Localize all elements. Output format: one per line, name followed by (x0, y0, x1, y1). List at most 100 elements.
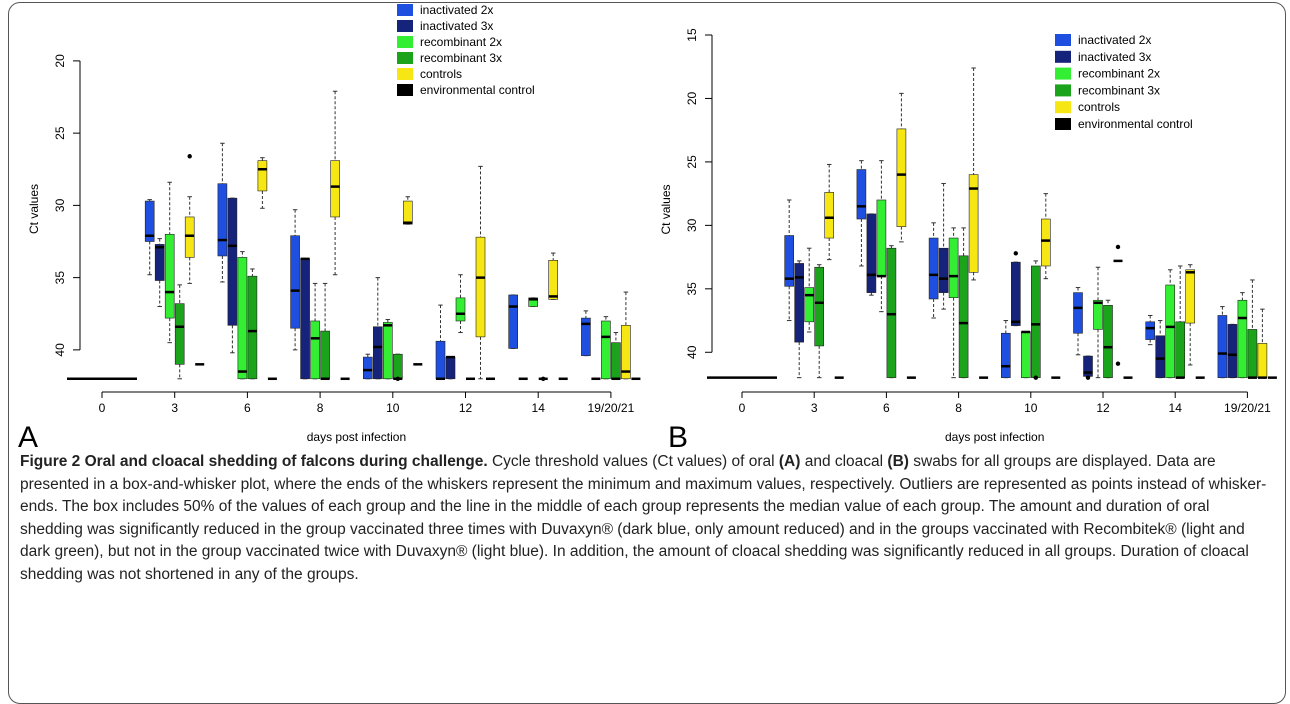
x-tick-label: 8 (317, 401, 324, 415)
box (1247, 329, 1258, 378)
box-group (876, 160, 887, 313)
box-group (1257, 308, 1268, 379)
box-group (392, 353, 403, 381)
outlier (1013, 251, 1018, 256)
legend-swatch (1055, 118, 1071, 130)
box-group (1020, 330, 1031, 379)
y-tick-label: 30 (53, 198, 67, 212)
legend-swatch (397, 52, 413, 64)
box (968, 174, 979, 273)
box (528, 297, 539, 307)
box (435, 340, 446, 380)
x-tick-label: 8 (955, 401, 962, 415)
box (1073, 292, 1083, 334)
x-tick-label: 12 (1096, 401, 1110, 415)
box (445, 356, 456, 380)
box-group (227, 197, 238, 354)
caption-bold: (A) (778, 453, 801, 470)
box (1093, 299, 1103, 330)
box-group (1113, 244, 1123, 366)
box (1031, 265, 1041, 378)
box-group (300, 257, 310, 380)
outlier (187, 154, 192, 159)
box-group (290, 209, 300, 351)
caption-text: Cycle threshold values (Ct values) of or… (487, 453, 779, 470)
box-group (1175, 265, 1185, 379)
box-group (1145, 314, 1155, 346)
box-group (824, 163, 835, 261)
x-tick-label: 0 (99, 401, 106, 415)
box (1155, 335, 1165, 378)
x-tick-label: 3 (811, 401, 818, 415)
legend-swatch (1055, 67, 1071, 80)
legend-label: recombinant 2x (1078, 67, 1160, 81)
box-group (164, 181, 175, 344)
box-group (174, 284, 185, 380)
y-axis-title: Ct values (659, 184, 673, 234)
box-group (938, 182, 949, 310)
box-group (1041, 193, 1051, 280)
box-group (896, 92, 907, 243)
legend-label: environmental control (1078, 117, 1193, 131)
box (896, 128, 907, 227)
x-tick-label: 10 (386, 401, 400, 415)
box (886, 247, 897, 378)
box-group (621, 291, 631, 380)
box-group (237, 251, 248, 380)
box-group (402, 196, 413, 225)
box-group (475, 165, 486, 380)
box (164, 233, 175, 319)
outlier (395, 376, 400, 381)
box-group (1083, 355, 1093, 380)
y-tick-label: 35 (53, 271, 67, 285)
box (402, 200, 413, 225)
box-group (1247, 279, 1258, 379)
box-group (804, 247, 815, 333)
box-group (1073, 287, 1083, 356)
box (928, 237, 939, 300)
box (1217, 315, 1228, 378)
box-group (1010, 251, 1021, 327)
box (876, 199, 887, 277)
y-tick-label: 20 (53, 54, 67, 68)
box-group (1155, 320, 1165, 379)
box-group (1227, 323, 1238, 379)
outlier (1033, 375, 1039, 380)
box (174, 303, 185, 365)
box (1000, 332, 1011, 378)
box-group (455, 274, 466, 334)
box (804, 287, 815, 323)
box-group (435, 304, 446, 381)
box-group (1103, 299, 1113, 379)
box (581, 317, 591, 356)
box-group (1217, 306, 1228, 379)
box-group (257, 157, 268, 209)
box (621, 325, 631, 380)
y-tick-label: 15 (685, 28, 699, 42)
x-tick-label: 12 (459, 401, 473, 415)
outlier (1085, 375, 1091, 380)
outlier (541, 376, 546, 381)
box (948, 237, 959, 299)
box-group (866, 213, 877, 296)
box (227, 197, 238, 326)
x-tick-label: 6 (244, 401, 251, 415)
box-group (528, 297, 539, 308)
box-group (611, 332, 621, 381)
box (372, 326, 383, 380)
box (1010, 261, 1021, 326)
x-tick-label: 14 (1169, 401, 1183, 415)
box (1103, 305, 1113, 378)
box-group (330, 90, 340, 276)
box (392, 353, 403, 380)
box-group (1165, 269, 1175, 379)
box (1041, 218, 1051, 267)
legend-label: controls (420, 67, 462, 81)
box-group (154, 238, 165, 308)
box (330, 160, 340, 218)
caption: Figure 2 Oral and cloacal shedding of fa… (20, 451, 1275, 586)
box-group (794, 260, 805, 379)
legend-swatch (397, 4, 413, 16)
caption-text: and cloacal (800, 453, 888, 470)
